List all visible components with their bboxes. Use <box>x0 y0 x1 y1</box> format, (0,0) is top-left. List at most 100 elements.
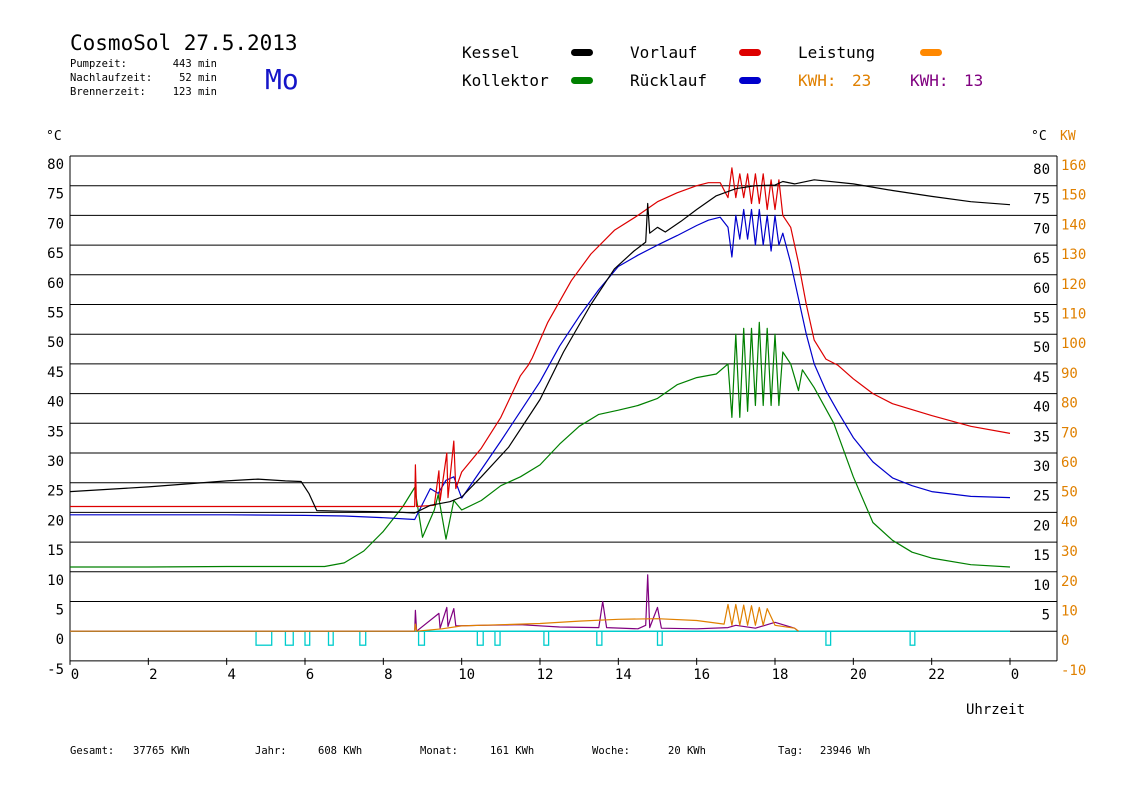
y-tick-label-left: 70 <box>47 216 64 232</box>
stat-label: Pumpzeit: <box>70 58 127 70</box>
y-tick-label-kw: 30 <box>1061 544 1078 560</box>
x-tick-label: 22 <box>928 667 945 683</box>
y-tick-label-right: 45 <box>1033 370 1050 386</box>
series-line <box>70 208 1011 521</box>
y-tick-label-kw: 0 <box>1061 633 1069 649</box>
legend-swatch-leistung <box>920 49 942 56</box>
series-lines <box>69 167 1011 632</box>
y-axis-unit-right: °C <box>1031 129 1047 144</box>
pump-pulse <box>417 630 426 646</box>
pump-pulse <box>656 630 663 646</box>
legend-swatch-kessel <box>571 49 593 56</box>
y-tick-label-left: 15 <box>47 543 64 559</box>
pump-pulse <box>476 630 484 646</box>
y-tick-label-right: 10 <box>1033 578 1050 594</box>
y-tick-label-left: 0 <box>56 632 64 648</box>
y-tick-label-left: 10 <box>47 573 64 589</box>
kwh-label-2: KWH: <box>910 71 949 90</box>
x-tick-label: 16 <box>693 667 710 683</box>
y-tick-label-right: 60 <box>1033 281 1050 297</box>
weekday-label: Mo <box>265 63 299 96</box>
legend-label-kessel: Kessel <box>462 43 520 62</box>
y-tick-label-left: 30 <box>47 454 64 470</box>
y-tick-label-kw: 100 <box>1061 336 1086 352</box>
y-tick-label-left: 40 <box>47 395 64 411</box>
x-tick-label: 6 <box>306 667 314 683</box>
stat-value: 443 min <box>173 58 217 70</box>
total-label: Gesamt: <box>70 745 114 757</box>
y-tick-label-right: 55 <box>1033 311 1050 327</box>
y-tick-label-kw: 60 <box>1061 455 1078 471</box>
day-label: Tag: <box>778 745 803 757</box>
y-tick-label-left: 45 <box>47 365 64 381</box>
x-tick-label: 18 <box>772 667 789 683</box>
pump-pulse <box>909 630 916 646</box>
stat-value: 52 min <box>179 72 217 84</box>
y-tick-label-kw: 90 <box>1061 366 1078 382</box>
y-tick-label-right: 25 <box>1033 489 1050 505</box>
y-tick-label-kw: 10 <box>1061 604 1078 620</box>
y-tick-label-left: 20 <box>47 513 64 529</box>
legend-label-leistung: Leistung <box>798 43 875 62</box>
y-tick-label-kw: 160 <box>1061 158 1086 174</box>
series-line <box>70 167 1011 508</box>
pump-pulse <box>327 630 334 646</box>
y-tick-label-right: 70 <box>1033 221 1050 237</box>
legend-label-ruecklauf: Rücklauf <box>630 71 707 90</box>
x-tick-label: 2 <box>149 667 157 683</box>
y-tick-label-right: 75 <box>1033 192 1050 208</box>
y-tick-label-right: 15 <box>1033 548 1050 564</box>
y-tick-label-right: 35 <box>1033 429 1050 445</box>
x-tick-label: 0 <box>71 667 79 683</box>
series-line <box>69 179 1011 514</box>
y-tick-label-kw: 70 <box>1061 425 1078 441</box>
pump-pulse <box>255 630 273 646</box>
legend-swatch-vorlauf <box>739 49 761 56</box>
total-value: 37765 KWh <box>133 745 190 757</box>
chart-title: CosmoSol 27.5.2013 <box>70 31 298 55</box>
month-value: 161 KWh <box>490 745 534 757</box>
stat-value: 123 min <box>173 86 217 98</box>
y-tick-label-kw: 50 <box>1061 485 1078 501</box>
kwh-value-2: 13 <box>964 71 983 90</box>
y-tick-label-left: 75 <box>47 187 64 203</box>
y-tick-label-kw: 40 <box>1061 514 1078 530</box>
week-value: 20 KWh <box>668 745 706 757</box>
x-tick-label: 8 <box>384 667 392 683</box>
y-tick-label-left: 5 <box>56 603 64 619</box>
series-line <box>70 603 799 632</box>
pump-pulse <box>543 630 550 646</box>
y-tick-label-left: 60 <box>47 276 64 292</box>
legend-swatch-kollektor <box>571 77 593 84</box>
pump-pulse <box>304 630 311 646</box>
y-tick-label-right: 40 <box>1033 400 1050 416</box>
y-tick-label-right: 50 <box>1033 340 1050 356</box>
y-tick-label-kw: 20 <box>1061 574 1078 590</box>
x-axis-label: Uhrzeit <box>966 702 1025 718</box>
y-tick-label-kw: 140 <box>1061 217 1086 233</box>
y-tick-label-kw: 130 <box>1061 247 1086 263</box>
y-tick-label-left: 80 <box>47 157 64 173</box>
legend-swatch-ruecklauf <box>739 77 761 84</box>
series-line <box>70 574 799 632</box>
y-tick-label-right: 65 <box>1033 251 1050 267</box>
kwh-value-1: 23 <box>852 71 871 90</box>
tick-labels: 80757065605550454035302520151050-5807570… <box>47 157 1086 683</box>
pump-pulses <box>70 630 1010 646</box>
legend-label-vorlauf: Vorlauf <box>630 43 697 62</box>
stat-label: Brennerzeit: <box>70 86 146 98</box>
x-tick-label: 12 <box>537 667 554 683</box>
y-tick-label-kw: 120 <box>1061 277 1086 293</box>
y-tick-label-kw: 80 <box>1061 396 1078 412</box>
year-label: Jahr: <box>255 745 287 757</box>
y-tick-label-left: 25 <box>47 484 64 500</box>
y-axis-unit-kw: KW <box>1060 129 1076 144</box>
y-tick-label-left: 55 <box>47 306 64 322</box>
runtime-stats: Pumpzeit: 443 min Nachlaufzeit: 52 min B… <box>70 58 217 98</box>
kwh-label-1: KWH: <box>798 71 837 90</box>
y-tick-label-kw: -10 <box>1061 663 1086 679</box>
y-tick-label-right: 30 <box>1033 459 1050 475</box>
day-value: 23946 Wh <box>820 745 871 757</box>
y-tick-label-kw: 150 <box>1061 188 1086 204</box>
